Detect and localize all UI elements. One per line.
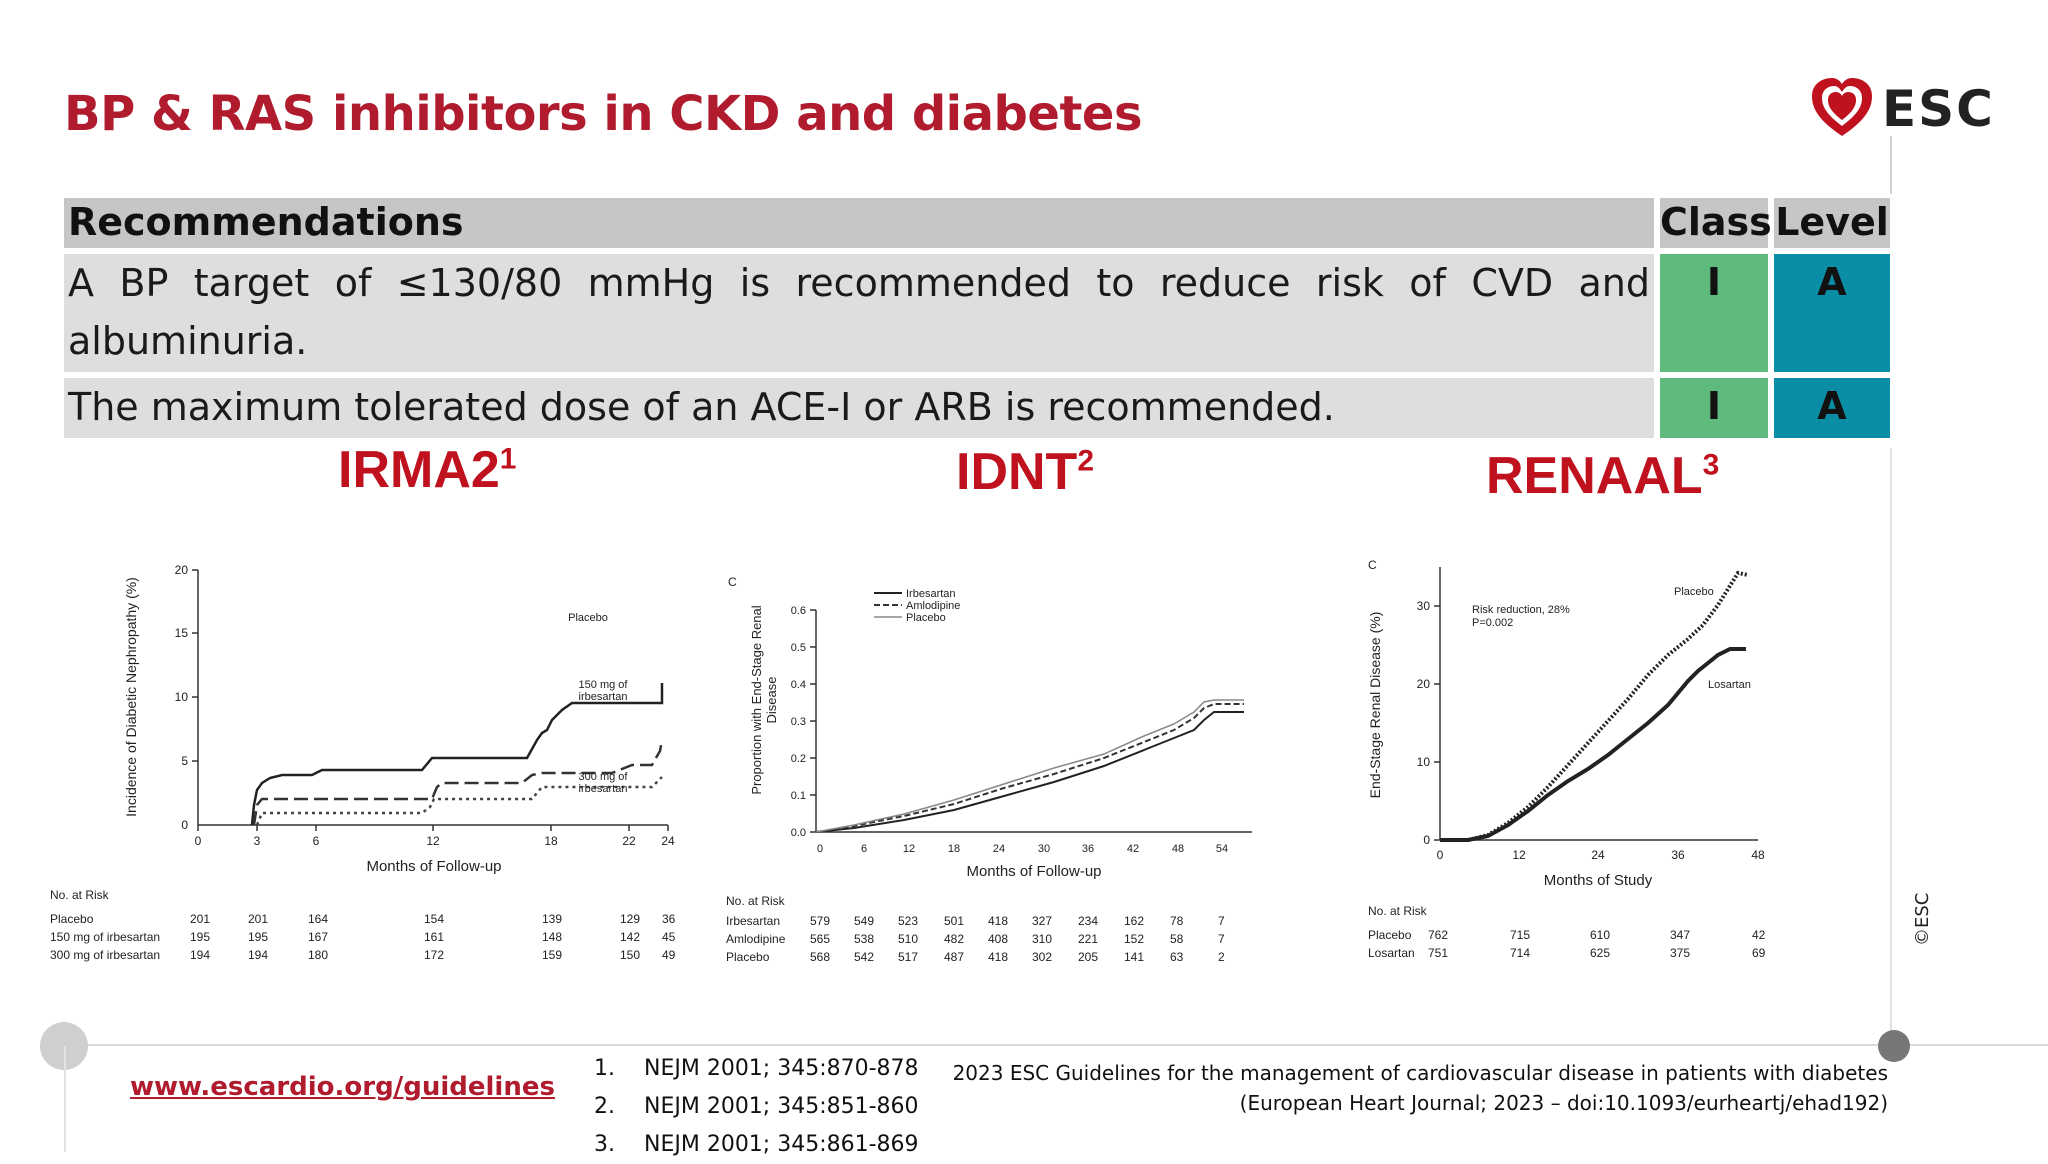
irma2-label-300mg: 300 mg of irbesartan bbox=[578, 771, 628, 795]
idnt-ytick-0.6: 0.6 bbox=[791, 605, 806, 617]
divider-vertical-right bbox=[1890, 448, 1892, 1038]
idnt-panel-label: C bbox=[728, 575, 737, 589]
renaal-annotation-risk: Risk reduction, 28% bbox=[1472, 604, 1570, 616]
recommendation-text-1: A BP target of ≤130/80 mmHg is recommend… bbox=[64, 254, 1654, 372]
idnt-xtick-36: 36 bbox=[1082, 843, 1094, 855]
idnt-xlabel: Months of Follow-up bbox=[966, 863, 1101, 880]
renaal-xlabel: Months of Study bbox=[1544, 872, 1653, 889]
irma2-xtick-12: 12 bbox=[426, 834, 440, 848]
irma2-xtick-3: 3 bbox=[254, 834, 261, 848]
idnt-chart: C Irbesartan Amlodipine Placebo 0.6 0.5 … bbox=[728, 575, 1252, 880]
irma2-ylabel: Incidence of Diabetic Nephropathy (%) bbox=[123, 577, 139, 817]
copyright-text: ©ESC bbox=[1912, 892, 1933, 946]
idnt-legend-amlodipine: Amlodipine bbox=[906, 600, 960, 612]
irma2-ytick-15: 15 bbox=[175, 626, 189, 640]
renaal-panel-label: C bbox=[1368, 558, 1377, 572]
trial-heading-renaal: RENAAL3 bbox=[1486, 447, 1720, 505]
idnt-xtick-54: 54 bbox=[1216, 843, 1228, 855]
references-list: 1. NEJM 2001; 345:870-878 2. NEJM 2001; 34… bbox=[594, 1050, 919, 1164]
irma2-xlabel: Months of Follow-up bbox=[366, 858, 501, 875]
recommendation-class-2: I bbox=[1660, 378, 1768, 438]
irma2-xtick-22: 22 bbox=[622, 834, 636, 848]
irma2-xtick-0: 0 bbox=[195, 834, 202, 848]
irma2-risk-header: No. at Risk bbox=[50, 888, 109, 902]
renaal-risk-header: No. at Risk bbox=[1368, 904, 1427, 918]
idnt-legend-placebo: Placebo bbox=[906, 612, 946, 624]
renaal-chart: C 30 20 10 0 0 12 24 36 48 Months of Stu… bbox=[1367, 558, 1765, 889]
esc-logo-text: ESC bbox=[1882, 80, 1995, 138]
recommendation-level-1: A bbox=[1774, 254, 1890, 372]
idnt-xtick-24: 24 bbox=[993, 843, 1005, 855]
idnt-ytick-0.3: 0.3 bbox=[791, 716, 806, 728]
guidelines-link[interactable]: www.escardio.org/guidelines bbox=[130, 1072, 555, 1102]
idnt-ytick-0.5: 0.5 bbox=[791, 642, 806, 654]
renaal-ytick-20: 20 bbox=[1417, 677, 1431, 691]
renaal-ytick-0: 0 bbox=[1423, 833, 1430, 847]
renaal-xtick-48: 48 bbox=[1751, 848, 1765, 862]
citation-line-1: 2023 ESC Guidelines for the management o… bbox=[952, 1061, 1888, 1085]
esc-heart-logo bbox=[1812, 78, 1872, 136]
divider-vertical-top bbox=[1890, 136, 1892, 194]
footer-vertical-line bbox=[64, 1046, 66, 1152]
trial-heading-irma2: IRMA21 bbox=[338, 441, 517, 499]
irma2-ytick-20: 20 bbox=[175, 563, 189, 577]
idnt-risk-header: No. at Risk bbox=[726, 894, 785, 908]
citation-line-2: (European Heart Journal; 2023 – doi:10.1… bbox=[1239, 1091, 1888, 1115]
idnt-ylabel: Proportion with End-Stage Renal Disease bbox=[749, 605, 779, 795]
irma2-label-150mg: 150 mg of irbesartan bbox=[578, 679, 628, 703]
irma2-xtick-24: 24 bbox=[661, 834, 675, 848]
renaal-label-placebo: Placebo bbox=[1674, 586, 1714, 598]
guideline-citation: 2023 ESC Guidelines for the management o… bbox=[953, 1058, 1888, 1118]
irma2-label-placebo: Placebo bbox=[568, 612, 608, 624]
idnt-xtick-12: 12 bbox=[903, 843, 915, 855]
table-header-level: Level bbox=[1774, 198, 1890, 248]
irma2-xtick-6: 6 bbox=[313, 834, 320, 848]
idnt-xtick-42: 42 bbox=[1127, 843, 1139, 855]
trial-heading-idnt: IDNT2 bbox=[956, 443, 1095, 501]
idnt-xtick-48: 48 bbox=[1172, 843, 1184, 855]
idnt-legend-irbesartan: Irbesartan bbox=[906, 588, 956, 600]
irma2-ytick-5: 5 bbox=[181, 754, 188, 768]
recommendation-class-1: I bbox=[1660, 254, 1768, 372]
renaal-label-losartan: Losartan bbox=[1708, 679, 1751, 691]
idnt-xtick-0: 0 bbox=[817, 843, 823, 855]
table-header-recommendations: Recommendations bbox=[64, 198, 1654, 248]
renaal-xtick-24: 24 bbox=[1591, 848, 1605, 862]
renaal-xtick-36: 36 bbox=[1671, 848, 1685, 862]
recommendation-level-2: A bbox=[1774, 378, 1890, 438]
irma2-chart: 20 15 10 5 0 0 3 6 12 18 22 24 Months of… bbox=[123, 563, 675, 875]
idnt-xtick-30: 30 bbox=[1038, 843, 1050, 855]
irma2-ytick-10: 10 bbox=[175, 690, 189, 704]
recommendation-text-2: The maximum tolerated dose of an ACE-I o… bbox=[64, 378, 1654, 438]
reference-1: 1. NEJM 2001; 345:870-878 bbox=[594, 1056, 919, 1081]
reference-2: 2. NEJM 2001; 345:851-860 bbox=[594, 1094, 919, 1119]
reference-3: 3. NEJM 2001; 345:861-869 bbox=[594, 1132, 919, 1157]
renaal-ytick-10: 10 bbox=[1417, 755, 1431, 769]
idnt-ytick-0.1: 0.1 bbox=[791, 790, 806, 802]
decor-circle-right bbox=[1878, 1030, 1910, 1062]
footer-divider bbox=[64, 1044, 2048, 1046]
renaal-xtick-0: 0 bbox=[1437, 848, 1444, 862]
irma2-ytick-0: 0 bbox=[181, 818, 188, 832]
renaal-xtick-12: 12 bbox=[1512, 848, 1526, 862]
slide-title: BP & RAS inhibitors in CKD and diabetes bbox=[64, 86, 1143, 142]
renaal-ylabel: End-Stage Renal Disease (%) bbox=[1367, 612, 1383, 799]
idnt-ytick-0.4: 0.4 bbox=[791, 679, 806, 691]
renaal-annotation-p: P=0.002 bbox=[1472, 617, 1513, 629]
irma2-xtick-18: 18 bbox=[544, 834, 558, 848]
renaal-ytick-30: 30 bbox=[1417, 599, 1431, 613]
idnt-xtick-18: 18 bbox=[948, 843, 960, 855]
table-header-class: Class bbox=[1660, 198, 1772, 248]
idnt-ytick-0.2: 0.2 bbox=[791, 753, 806, 765]
idnt-ytick-0.0: 0.0 bbox=[791, 827, 806, 839]
idnt-xtick-6: 6 bbox=[861, 843, 867, 855]
